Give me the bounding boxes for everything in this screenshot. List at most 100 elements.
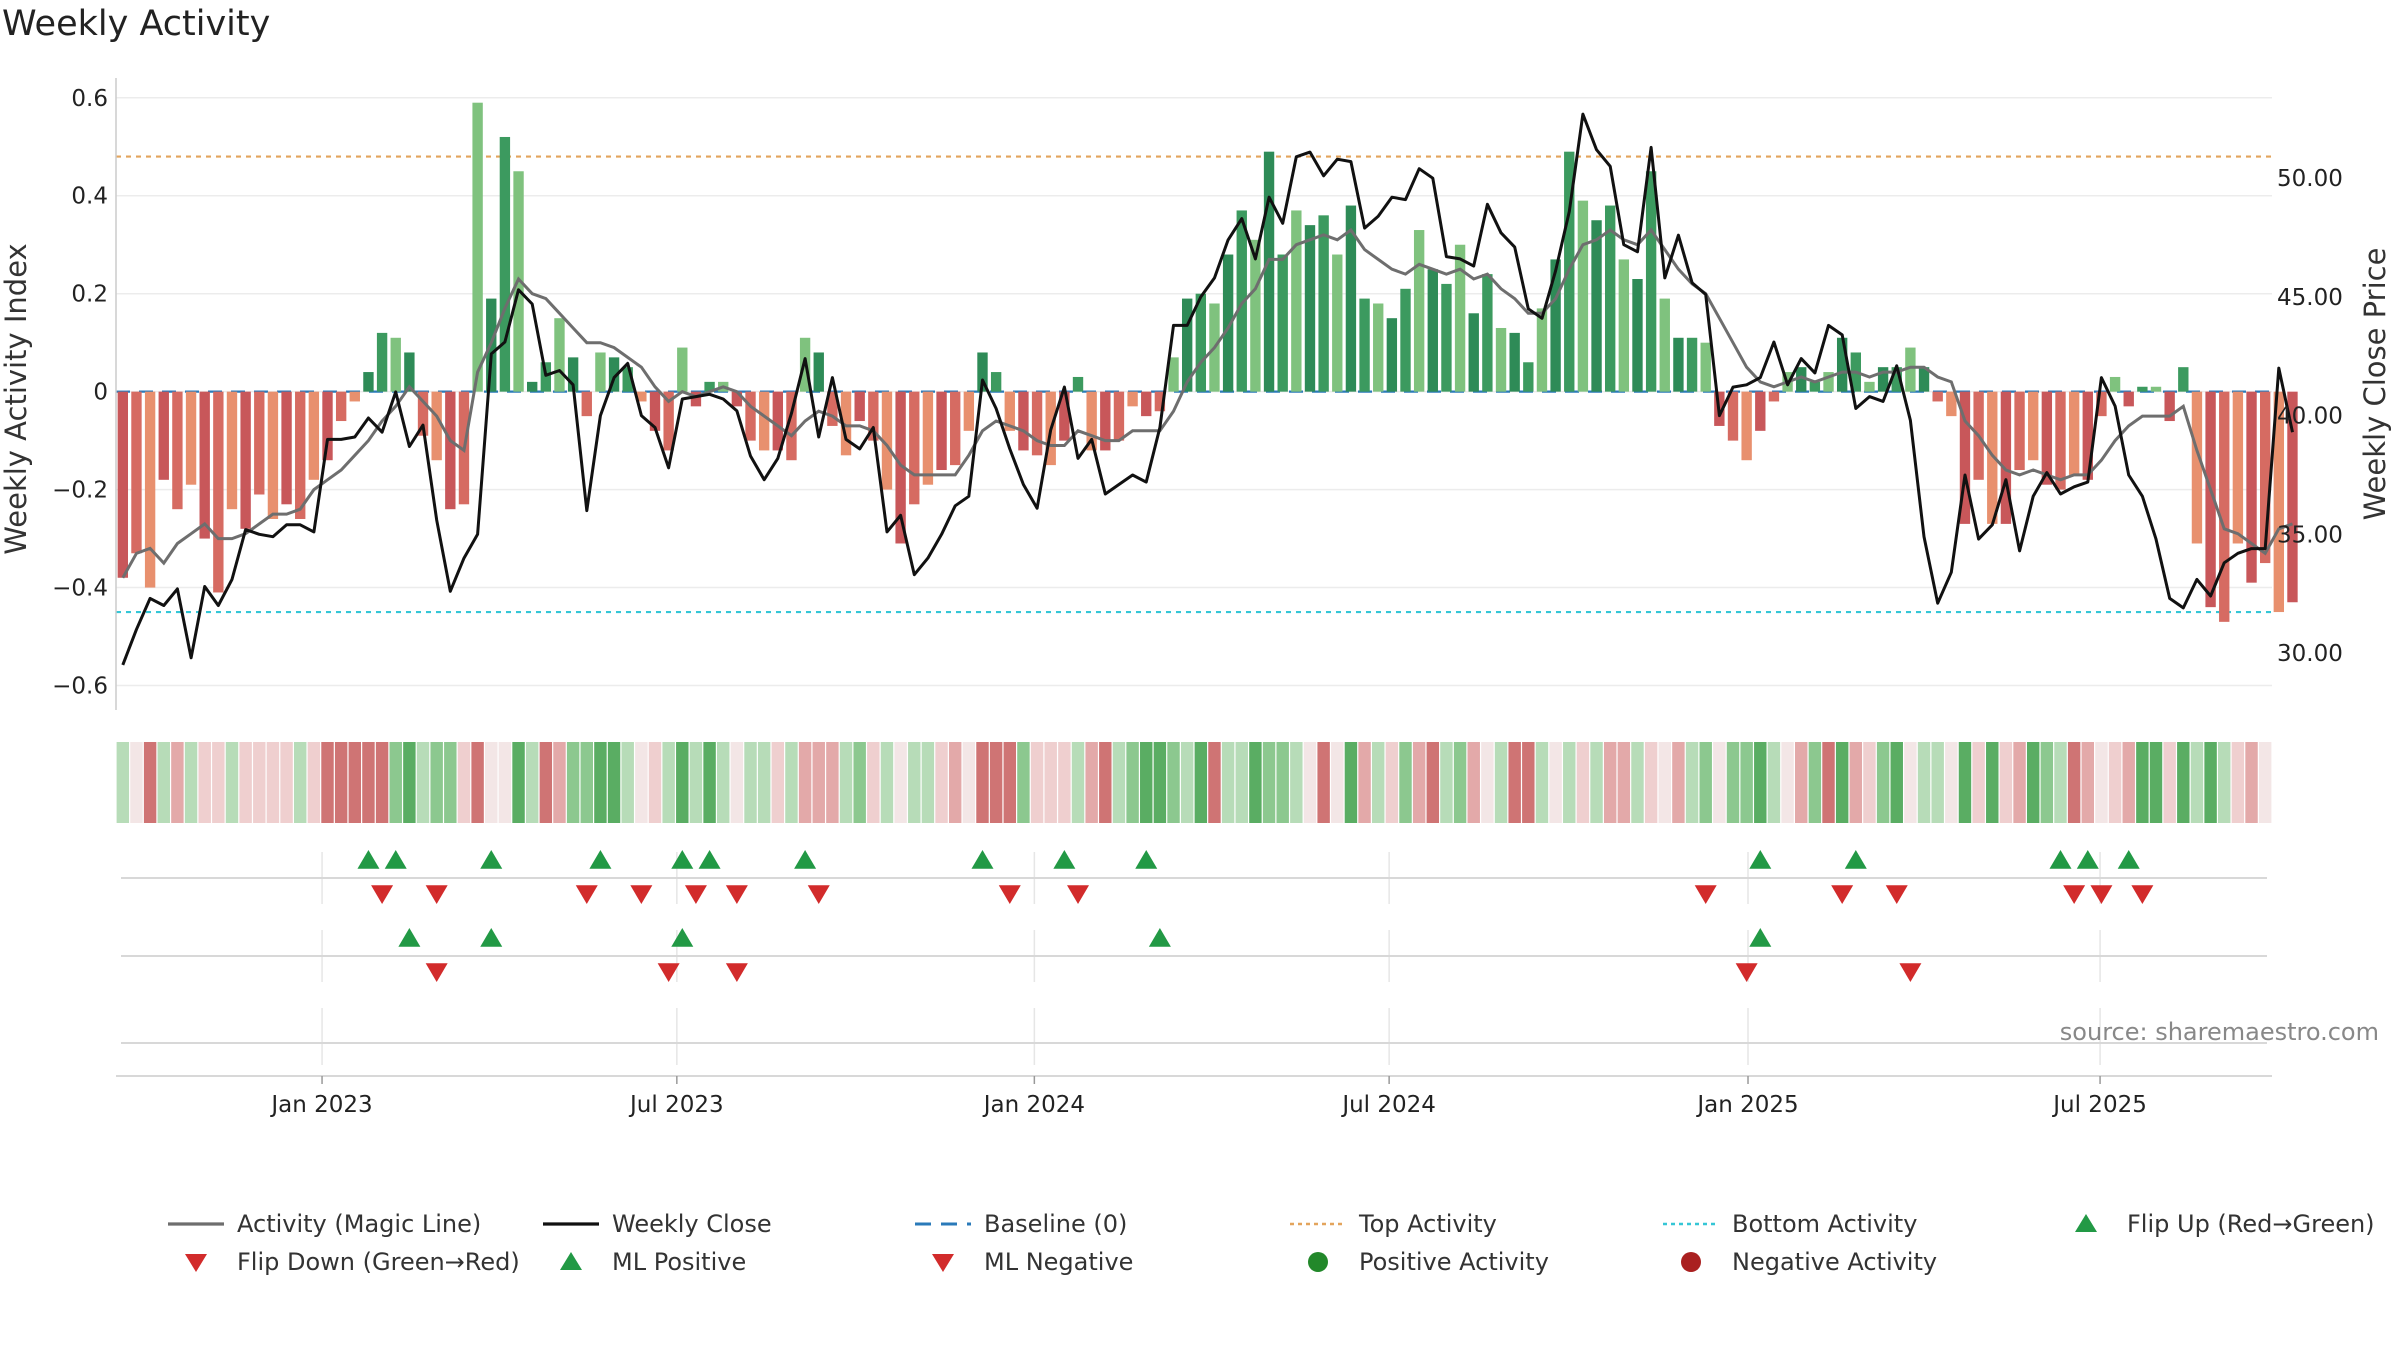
- strength-cell: [689, 742, 703, 823]
- flip-up-marker: [2076, 850, 2099, 869]
- strength-cell: [1003, 742, 1017, 823]
- activity-bar: [2273, 391, 2285, 613]
- activity-bar: [1059, 391, 1070, 441]
- activity-bar: [1523, 362, 1534, 392]
- strength-cell: [1631, 742, 1644, 823]
- strength-cell: [1167, 742, 1180, 823]
- strength-cell: [989, 742, 1003, 823]
- flip-down-marker: [1067, 885, 1090, 904]
- strength-cell: [457, 742, 471, 823]
- activity-bar: [2041, 391, 2053, 485]
- legend-item: Bottom Activity: [1663, 1210, 1917, 1238]
- legend-label: Flip Down (Green→Red): [237, 1248, 520, 1276]
- strength-cell: [1849, 742, 1863, 823]
- strength-cell: [2054, 742, 2067, 823]
- strength-cell: [839, 742, 853, 823]
- strength-cell: [485, 742, 498, 823]
- x-tick-label: Jul 2025: [2051, 1092, 2147, 1118]
- ml-positive-marker: [398, 928, 421, 947]
- activity-bar: [1113, 391, 1125, 441]
- activity-bar: [1454, 244, 1466, 392]
- strength-cell: [1522, 742, 1535, 823]
- activity-bar: [2137, 386, 2148, 392]
- flip-down-marker: [725, 885, 748, 904]
- activity-bar: [1809, 381, 1821, 392]
- activity-bar: [1755, 391, 1766, 431]
- activity-bar: [1632, 279, 1643, 392]
- activity-bar: [1550, 259, 1561, 392]
- legend-item: Flip Down (Green→Red): [185, 1248, 520, 1276]
- activity-bar: [1686, 337, 1698, 392]
- legend-swatch: [932, 1254, 954, 1272]
- x-tick-label: Jul 2023: [628, 1092, 724, 1118]
- x-tick-label: Jul 2024: [1340, 1092, 1436, 1118]
- strength-cell: [1262, 742, 1276, 823]
- ml-negative-marker: [725, 963, 748, 982]
- strength-cell: [1986, 742, 1999, 823]
- strength-cell: [648, 742, 662, 823]
- strength-cell: [1876, 742, 1890, 823]
- activity-bar: [813, 352, 824, 392]
- flip-down-marker: [684, 885, 707, 904]
- strength-cell: [867, 742, 880, 823]
- activity-bar: [868, 391, 879, 441]
- reference-lines: [116, 155, 2272, 614]
- flip-up-marker: [1844, 850, 1867, 869]
- strength-cell: [212, 742, 225, 823]
- activity-bar: [1291, 210, 1302, 392]
- strength-cell: [375, 742, 389, 823]
- flip-up-marker: [589, 850, 612, 869]
- activity-bar: [2082, 391, 2093, 480]
- strength-cell: [444, 742, 457, 823]
- activity-bar: [1086, 391, 1097, 451]
- legend-item: Activity (Magic Line): [168, 1210, 481, 1238]
- strength-cell: [785, 742, 798, 823]
- strength-cell: [2095, 742, 2108, 823]
- activity-bar: [1741, 391, 1752, 461]
- strength-cell: [921, 742, 935, 823]
- legend-swatch: [560, 1252, 582, 1270]
- y-right-axis-title: Weekly Close Price: [2358, 248, 2392, 521]
- flip-down-marker: [2090, 885, 2113, 904]
- strength-cell: [2040, 742, 2054, 823]
- legend-item: Top Activity: [1290, 1210, 1497, 1238]
- strength-cell: [2108, 742, 2122, 823]
- legend-item: ML Negative: [932, 1248, 1133, 1276]
- activity-bar: [199, 391, 210, 539]
- strength-cell: [1590, 742, 1603, 823]
- weekly-close-series: [121, 112, 2294, 666]
- strength-cell: [1958, 742, 1972, 823]
- strength-cell: [976, 742, 989, 823]
- strength-cell: [1685, 742, 1699, 823]
- strength-cell: [1467, 742, 1480, 823]
- activity-bar: [254, 391, 265, 495]
- strength-cell: [1917, 742, 1931, 823]
- activity-bar: [1987, 391, 1998, 524]
- activity-bar: [1618, 259, 1630, 392]
- activity-bar: [1222, 254, 1234, 392]
- strength-cell: [621, 742, 634, 823]
- activity-bar: [2259, 391, 2271, 564]
- strength-strip: [116, 742, 2272, 823]
- activity-bar: [1905, 347, 1916, 392]
- strength-cell: [1180, 742, 1194, 823]
- activity-bar: [1277, 254, 1288, 392]
- strength-cell: [1767, 742, 1781, 823]
- strength-cell: [935, 742, 948, 823]
- strength-cell: [1153, 742, 1167, 823]
- strength-cell: [1140, 742, 1153, 823]
- flip-up-marker: [1053, 850, 1076, 869]
- legend-swatch: [2075, 1214, 2097, 1232]
- strength-cell: [948, 742, 962, 823]
- strength-cell: [2177, 742, 2190, 823]
- activity-bar: [295, 391, 306, 519]
- activity-bar: [567, 357, 579, 392]
- activity-bar: [144, 391, 156, 588]
- ml-positive-marker: [480, 928, 503, 947]
- flip-down-marker: [2131, 885, 2154, 904]
- activity-bar: [1386, 318, 1398, 392]
- strength-cell: [1740, 742, 1753, 823]
- strength-cell: [334, 742, 348, 823]
- strength-cell: [744, 742, 757, 823]
